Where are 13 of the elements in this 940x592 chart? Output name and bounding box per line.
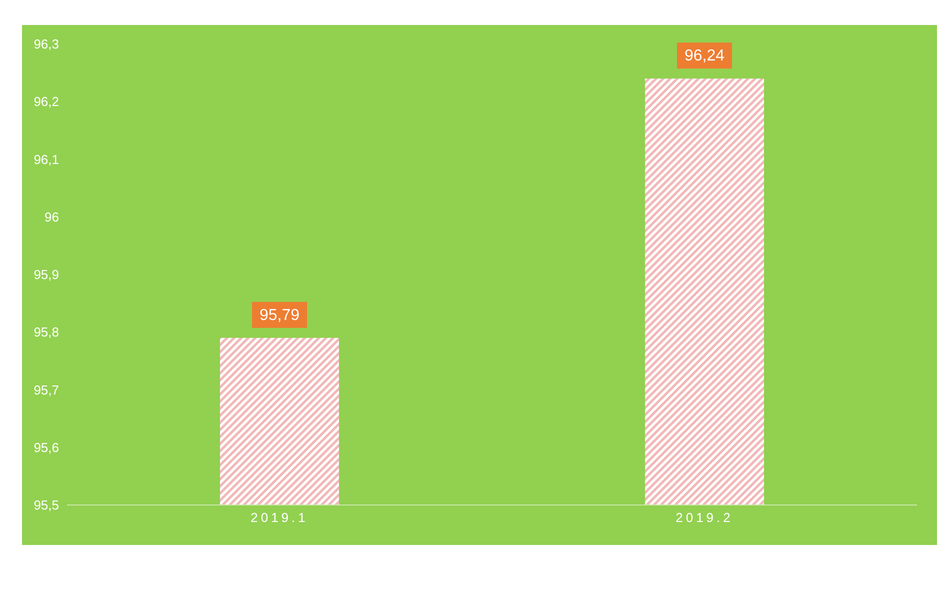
y-tick-label: 95,8 <box>34 324 59 340</box>
y-tick-label: 96 <box>44 209 59 224</box>
y-tick-label: 95,5 <box>34 498 59 513</box>
y-tick-label: 95,9 <box>34 267 59 282</box>
data-label: 96,24 <box>684 48 725 65</box>
data-label: 95,79 <box>259 306 300 324</box>
y-tick-label: 96,3 <box>34 36 59 52</box>
x-tick-label: 2019.1 <box>250 510 308 526</box>
y-tick-label: 95,7 <box>34 382 59 398</box>
y-tick-label: 96,2 <box>34 94 59 110</box>
x-tick-label: 2019.2 <box>676 510 734 526</box>
y-tick-label: 96,1 <box>34 152 59 167</box>
y-tick-label: 95,6 <box>34 440 59 455</box>
